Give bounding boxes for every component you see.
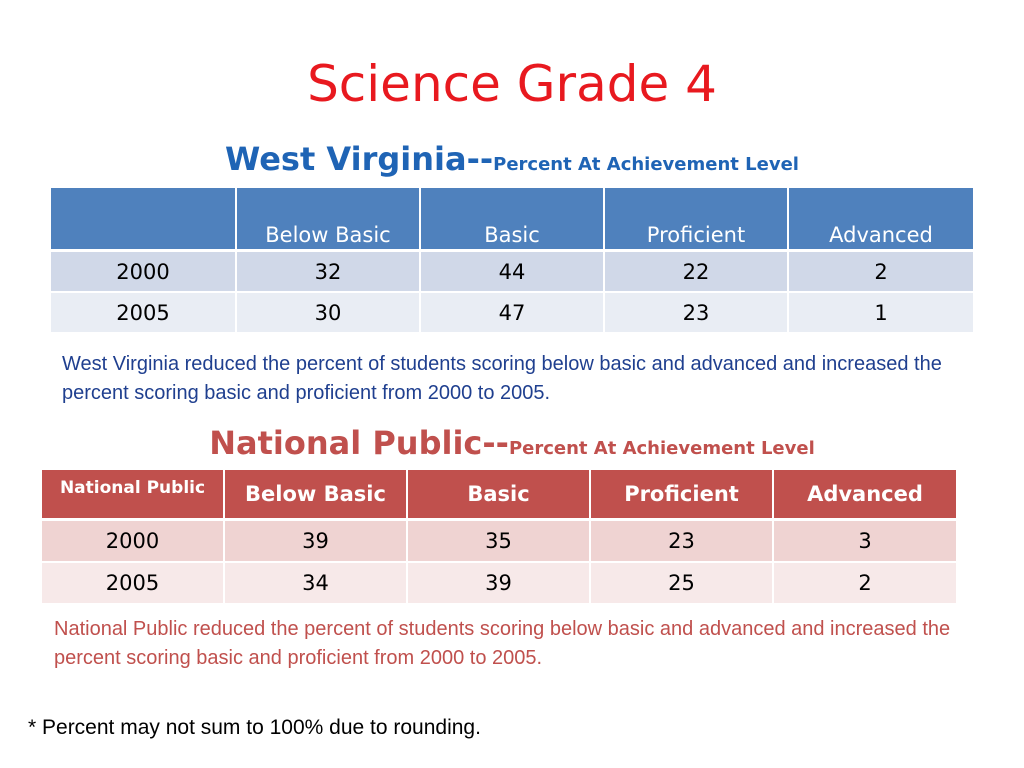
proficient-cell: 25 [590, 562, 774, 603]
advanced-cell: 3 [773, 519, 956, 563]
basic-cell: 44 [420, 250, 605, 293]
national-public-heading-main: National Public-- [209, 424, 509, 462]
west-virginia-table: Below Basic Basic Proficient Advanced 20… [51, 188, 973, 332]
west-virginia-heading: West Virginia--Percent At Achievement Le… [0, 140, 1024, 178]
table-row: 2005 30 47 23 1 [51, 292, 973, 332]
header-cell-empty [51, 188, 237, 252]
below-basic-cell: 30 [236, 292, 421, 332]
below-basic-cell: 32 [236, 250, 421, 293]
basic-cell: 39 [407, 562, 591, 603]
table-row: 2005 34 39 25 2 [42, 562, 956, 603]
table-header-row: Below Basic Basic Proficient Advanced [51, 188, 973, 252]
table-row: 2000 39 35 23 3 [42, 519, 956, 563]
below-basic-cell: 39 [224, 519, 408, 563]
year-cell: 2005 [51, 292, 237, 332]
proficient-cell: 23 [604, 292, 789, 332]
table-row: 2000 32 44 22 2 [51, 250, 973, 293]
header-cell-basic: Basic [407, 470, 591, 521]
basic-cell: 47 [420, 292, 605, 332]
proficient-cell: 23 [590, 519, 774, 563]
west-virginia-heading-main: West Virginia-- [225, 140, 494, 178]
west-virginia-heading-sub: Percent At Achievement Level [493, 154, 799, 175]
below-basic-cell: 34 [224, 562, 408, 603]
basic-cell: 35 [407, 519, 591, 563]
header-cell-proficient: Proficient [590, 470, 774, 521]
header-cell-below-basic: Below Basic [236, 188, 421, 252]
slide-title: Science Grade 4 [307, 55, 717, 113]
header-cell-advanced: Advanced [773, 470, 956, 521]
header-cell-below-basic: Below Basic [224, 470, 408, 521]
header-cell-advanced: Advanced [788, 188, 973, 252]
national-public-heading-sub: Percent At Achievement Level [508, 438, 815, 459]
national-public-table: National Public Below Basic Basic Profic… [42, 470, 956, 603]
advanced-cell: 2 [788, 250, 973, 293]
year-cell: 2000 [42, 519, 225, 563]
year-cell: 2000 [51, 250, 237, 293]
year-cell: 2005 [42, 562, 225, 603]
header-cell-basic: Basic [420, 188, 605, 252]
table-header-row: National Public Below Basic Basic Profic… [42, 470, 956, 521]
advanced-cell: 1 [788, 292, 973, 332]
header-cell-proficient: Proficient [604, 188, 789, 252]
advanced-cell: 2 [773, 562, 956, 603]
national-public-note: National Public reduced the percent of s… [54, 618, 951, 669]
west-virginia-note: West Virginia reduced the percent of stu… [62, 353, 942, 404]
proficient-cell: 22 [604, 250, 789, 293]
rounding-footnote: * Percent may not sum to 100% due to rou… [28, 716, 481, 739]
national-public-heading: National Public--Percent At Achievement … [0, 424, 1024, 462]
header-cell-national-public: National Public [42, 470, 225, 521]
